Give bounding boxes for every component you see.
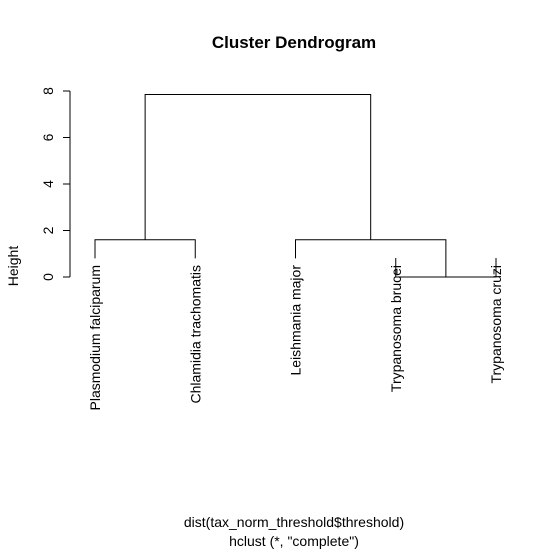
leaf-label-0: Plasmodium falciparum xyxy=(87,265,103,411)
merge-link-2 xyxy=(94,239,196,259)
method-sublabel: hclust (*, "complete") xyxy=(229,533,359,549)
dendrogram-tree xyxy=(94,93,497,278)
y-axis-label: Height xyxy=(5,246,21,287)
merge-link-3 xyxy=(295,239,447,277)
leaf-label-4: Trypanosoma cruzi xyxy=(488,265,504,384)
chart-title: Cluster Dendrogram xyxy=(212,33,376,52)
leaf-label-1: Chlamidia trachomatis xyxy=(187,265,203,404)
y-tick-label-2: 4 xyxy=(40,180,56,188)
y-axis: 0 2 4 6 8 xyxy=(40,87,71,281)
leaf-label-3: Trypanosoma brucei xyxy=(388,265,404,392)
x-axis-label: dist(tax_norm_threshold$threshold) xyxy=(184,514,404,530)
leaf-label-2: Leishmania major xyxy=(288,265,304,376)
y-tick-label-1: 2 xyxy=(40,226,56,234)
y-tick-label-3: 6 xyxy=(40,133,56,141)
merge-link-4 xyxy=(144,93,372,240)
leaf-labels: Plasmodium falciparum Chlamidia trachomat… xyxy=(87,265,504,411)
y-tick-label-4: 8 xyxy=(40,87,56,95)
y-tick-label-0: 0 xyxy=(40,273,56,281)
